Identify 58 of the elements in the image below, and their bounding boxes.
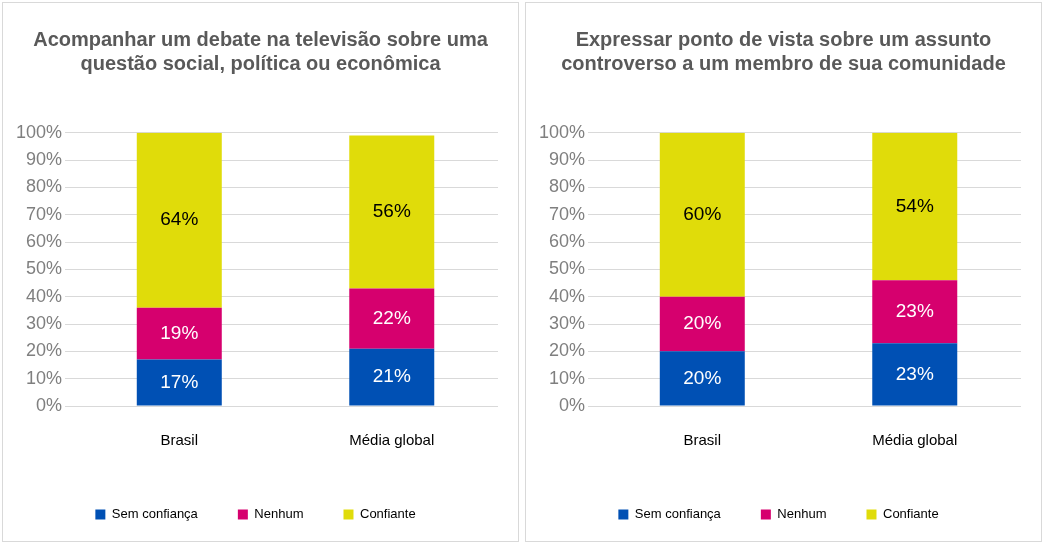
y-tick-label: 20% (549, 340, 586, 361)
y-tick-label: 0% (36, 394, 63, 415)
legend-label: Sem confiança (634, 506, 722, 522)
bar (659, 296, 745, 352)
chart-title: Acompanhar um debate na televisão sobre uma questão social, política ou econômica (32, 27, 489, 76)
data-label: 17% (160, 370, 199, 392)
bar (136, 359, 222, 406)
y-tick-label: 90% (26, 149, 63, 170)
bar (349, 348, 435, 406)
bar (349, 135, 435, 289)
bar (349, 288, 435, 349)
y-tick-label: 70% (549, 203, 586, 224)
legend-label: Confiante (359, 506, 416, 522)
y-tick-label: 50% (26, 258, 63, 279)
y-tick-label: 40% (26, 285, 63, 306)
y-tick-label: 10% (26, 367, 63, 388)
y-tick-label: 0% (559, 394, 586, 415)
y-tick-label: 50% (549, 258, 586, 279)
data-label: 60% (683, 202, 722, 224)
bar (659, 132, 745, 297)
data-label: 56% (372, 200, 411, 222)
x-tick-label: Média global (349, 431, 435, 449)
bar (659, 351, 745, 406)
chart-title: Expressar ponto de vista sobre um assunto controverso a um membro de sua comunidade (560, 27, 1007, 76)
bar (136, 307, 222, 360)
y-tick-label: 100% (538, 121, 586, 142)
bar (136, 132, 222, 308)
y-tick-label: 40% (549, 285, 586, 306)
data-label: 21% (372, 365, 411, 387)
legend-label: Confiante (882, 506, 939, 522)
data-label: 23% (895, 362, 934, 384)
data-label: 20% (683, 366, 722, 388)
y-tick-label: 20% (26, 340, 63, 361)
data-label: 23% (895, 299, 934, 321)
y-tick-label: 10% (549, 367, 586, 388)
legend-label: Sem confiança (111, 506, 199, 522)
legend-label: Nenhum (777, 506, 827, 522)
data-label: 64% (160, 208, 199, 230)
y-tick-label: 80% (26, 176, 63, 197)
data-label: 54% (895, 194, 934, 216)
x-tick-label: Brasil (160, 431, 199, 449)
data-label: 20% (683, 312, 722, 334)
bar (872, 343, 958, 406)
y-tick-label: 30% (26, 313, 63, 334)
y-tick-label: 100% (15, 121, 63, 142)
data-label: 22% (372, 306, 411, 328)
y-tick-label: 30% (549, 313, 586, 334)
legend-label: Nenhum (254, 506, 304, 522)
y-tick-label: 70% (26, 203, 63, 224)
y-tick-label: 60% (26, 231, 63, 252)
y-tick-label: 90% (549, 149, 586, 170)
data-label: 19% (160, 321, 199, 343)
y-tick-label: 80% (549, 176, 586, 197)
bar (872, 280, 958, 344)
y-tick-label: 60% (549, 231, 586, 252)
x-tick-label: Média global (872, 431, 958, 449)
x-tick-label: Brasil (683, 431, 722, 449)
bar (872, 132, 958, 281)
